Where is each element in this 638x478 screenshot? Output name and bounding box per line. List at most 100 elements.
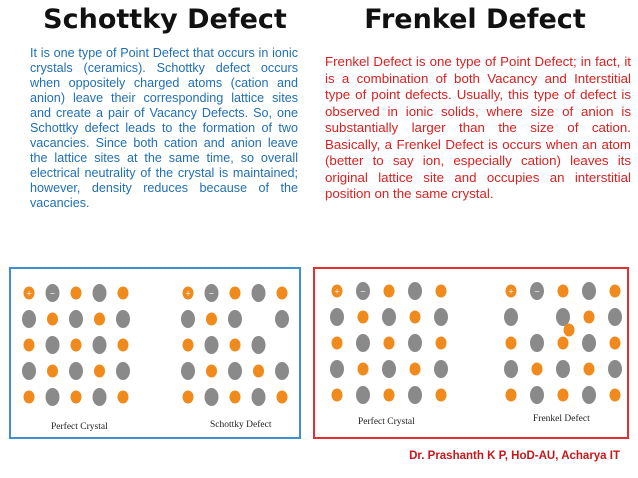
- frenkel-defect-ion-anion: [504, 360, 518, 378]
- schottky-defect-ion-anion: [251, 388, 266, 406]
- frenkel-diagram-panel: + − + − Perfect Crystal Frenkel Defect: [313, 267, 629, 439]
- frenkel-defect-ion-anion: [608, 360, 622, 378]
- frenkel-perfect-ion-anion: [434, 308, 448, 326]
- frenkel-perfect-ion-anion: [330, 308, 344, 326]
- frenkel-defect-ion-anion: [556, 308, 570, 326]
- anion-charge-label: −: [209, 290, 215, 298]
- schottky-perfect-ion-anion: [116, 310, 130, 328]
- frenkel-perfect-ion-cation: [357, 310, 369, 324]
- schottky-defect-ion-anion: [204, 388, 219, 406]
- anion-charge-label: −: [50, 290, 56, 298]
- schottky-perfect-ion-anion: [116, 362, 130, 380]
- frenkel-defect-ion-cation: [557, 284, 569, 298]
- frenkel-perfect-ion-anion: [408, 334, 422, 352]
- frenkel-perfect-ion-anion: [408, 386, 422, 404]
- schottky-perfect-ion-cation: [117, 286, 129, 300]
- schottky-perfect-ion-cation: [23, 286, 35, 300]
- cation-charge-label: +: [334, 288, 340, 296]
- schottky-defect-ion-anion: [275, 362, 289, 380]
- schottky-title: Schottky Defect: [43, 4, 287, 35]
- schottky-defect-ion-anion: [204, 336, 219, 354]
- frenkel-perfect-ion-cation: [357, 362, 369, 376]
- schottky-defect-ion-cation: [253, 364, 264, 378]
- frenkel-perfect-ion-cation: [435, 336, 447, 350]
- schottky-defect-ion-cation: [182, 338, 194, 352]
- schottky-lattice-figure: + − + −: [22, 284, 289, 406]
- frenkel-perfect-ion-anion: [356, 386, 370, 404]
- frenkel-defect-ion-cation: [505, 388, 517, 402]
- frenkel-defect-ion-cation: [557, 336, 569, 350]
- frenkel-defect-ion-anion: [530, 386, 544, 404]
- frenkel-perfect-ion-cation: [383, 336, 395, 350]
- frenkel-defect-ion-anion: [504, 308, 518, 326]
- frenkel-perfect-ion-cation: [331, 284, 343, 298]
- schottky-perfect-ion-cation: [23, 338, 35, 352]
- frenkel-defect-ion-cation: [583, 310, 595, 324]
- schottky-perfect-ion-anion: [45, 388, 60, 406]
- schottky-perfect-ion-anion: [69, 310, 83, 328]
- schottky-perfect-ion-cation: [23, 390, 35, 404]
- schottky-defect-ion-cation: [229, 390, 241, 404]
- anion-charge-label: −: [360, 288, 366, 296]
- schottky-defect-ion-anion: [228, 362, 242, 380]
- schottky-defect-ion-anion: [275, 310, 289, 328]
- schottky-defect-ion-anion: [228, 310, 242, 328]
- frenkel-lattice-figure: + − + −: [330, 282, 622, 404]
- frenkel-perfect-ion-cation: [435, 284, 447, 298]
- frenkel-perfect-ion-cation: [331, 336, 343, 350]
- frenkel-defect-ion-cation: [609, 336, 621, 350]
- schottky-diagram-panel: + − + − Perfect Crystal Schottky Defect: [9, 267, 301, 439]
- anion-charge-label: −: [534, 288, 540, 296]
- frenkel-defect-ion-anion: [582, 334, 596, 352]
- frenkel-perfect-ion-anion: [356, 334, 370, 352]
- schottky-defect-ion-anion: [251, 284, 266, 302]
- frenkel-defect-ion-interstitial-cation: [563, 323, 575, 337]
- schottky-defect-ion-cation: [182, 390, 194, 404]
- frenkel-defect-ion-anion: [582, 282, 596, 300]
- frenkel-perfect-ion-cation: [383, 388, 395, 402]
- schottky-defect-ion-cation: [206, 364, 217, 378]
- schottky-perfect-ion-anion: [45, 284, 60, 302]
- frenkel-perfect-ion-cation: [409, 310, 421, 324]
- cation-charge-label: +: [508, 288, 514, 296]
- frenkel-description: Frenkel Defect is one type of Point Defe…: [325, 54, 631, 201]
- frenkel-perfect-ion-anion: [382, 360, 396, 378]
- schottky-defect-caption: Schottky Defect: [210, 420, 272, 430]
- cation-charge-label: +: [185, 290, 191, 298]
- frenkel-perfect-ion-anion: [382, 308, 396, 326]
- schottky-perfect-ion-anion: [69, 362, 83, 380]
- schottky-perfect-ion-anion: [92, 388, 107, 406]
- frenkel-perfect-ion-anion: [356, 282, 370, 300]
- schottky-defect-ion-cation: [229, 286, 241, 300]
- schottky-defect-ion-anion: [181, 310, 195, 328]
- frenkel-defect-ion-cation: [609, 388, 621, 402]
- frenkel-defect-ion-anion: [530, 282, 544, 300]
- schottky-perfect-ion-cation: [117, 390, 129, 404]
- frenkel-defect-ion-cation: [583, 362, 595, 376]
- frenkel-defect-ion-anion: [582, 386, 596, 404]
- schottky-defect-ion-anion: [181, 362, 195, 380]
- frenkel-defect-ion-anion: [530, 334, 544, 352]
- schottky-defect-ion-cation: [182, 286, 194, 300]
- frenkel-defect-ion-cation: [557, 388, 569, 402]
- schottky-defect-ion-anion: [251, 336, 266, 354]
- schottky-perfect-ion-cation: [94, 312, 105, 326]
- frenkel-defect-ion-cation: [531, 362, 543, 376]
- frenkel-perfect-ion-anion: [330, 360, 344, 378]
- schottky-perfect-ion-anion: [92, 284, 107, 302]
- schottky-perfect-ion-anion: [22, 362, 36, 380]
- frenkel-defect-ion-cation: [505, 284, 517, 298]
- schottky-perfect-ion-cation: [70, 286, 82, 300]
- frenkel-perfect-ion-cation: [331, 388, 343, 402]
- frenkel-perfect-ion-anion: [434, 360, 448, 378]
- frenkel-perfect-ion-anion: [408, 282, 422, 300]
- schottky-defect-ion-cation: [276, 286, 288, 300]
- schottky-perfect-ion-anion: [22, 310, 36, 328]
- frenkel-perfect-ion-cation: [409, 362, 421, 376]
- schottky-perfect-ion-cation: [94, 364, 105, 378]
- schottky-defect-ion-cation: [229, 338, 241, 352]
- schottky-perfect-ion-cation: [70, 390, 82, 404]
- frenkel-defect-caption: Frenkel Defect: [533, 414, 590, 424]
- frenkel-perfect-crystal-caption: Perfect Crystal: [358, 417, 415, 427]
- frenkel-perfect-ion-cation: [435, 388, 447, 402]
